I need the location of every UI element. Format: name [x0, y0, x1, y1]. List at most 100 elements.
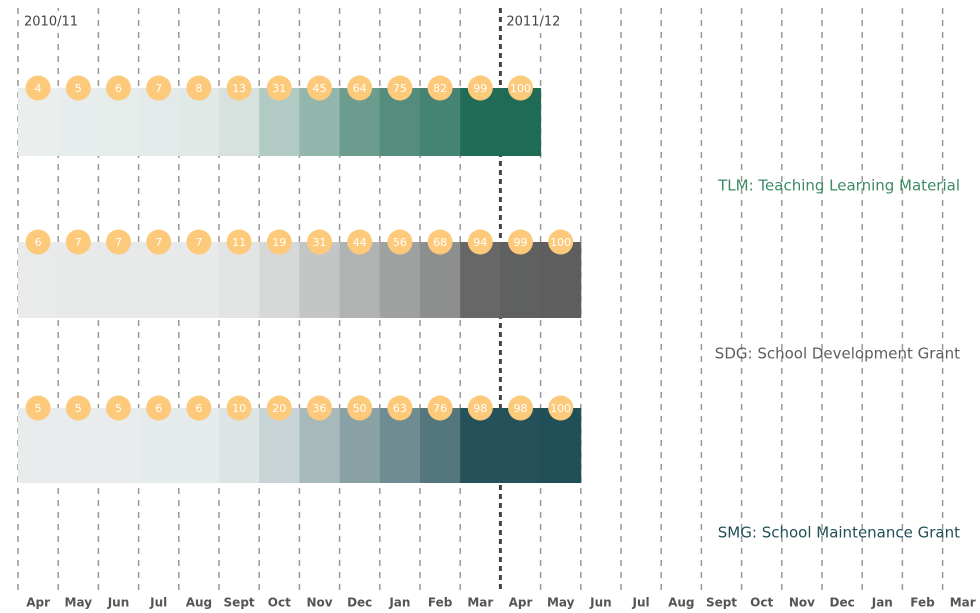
progress-cell [138, 242, 180, 318]
value-marker [146, 395, 172, 421]
value-label: 31 [313, 236, 327, 249]
value-marker [226, 229, 252, 255]
progress-cell [339, 242, 381, 318]
value-label: 98 [473, 402, 487, 415]
value-label: 5 [115, 402, 122, 415]
progress-cell [58, 242, 99, 318]
value-label: 50 [353, 402, 367, 415]
value-label: 4 [35, 82, 42, 95]
value-label: 5 [75, 402, 82, 415]
month-label: Aug [186, 596, 212, 610]
value-marker [25, 395, 51, 421]
value-label: 100 [550, 236, 571, 249]
value-label: 75 [393, 82, 407, 95]
value-label: 10 [232, 402, 246, 415]
progress-cell [98, 242, 140, 318]
value-marker [307, 395, 332, 421]
month-label: May [547, 596, 575, 610]
value-label: 64 [353, 82, 367, 95]
progress-cell [138, 408, 180, 483]
value-label: 20 [272, 402, 286, 415]
value-label: 36 [313, 402, 327, 415]
progress-cell [540, 242, 582, 318]
value-marker [106, 229, 131, 255]
value-marker [467, 395, 493, 421]
value-label: 5 [35, 402, 42, 415]
value-marker [226, 395, 252, 421]
progress-cell [299, 242, 341, 318]
progress-cell [500, 408, 542, 483]
value-marker [387, 229, 413, 255]
value-label: 56 [393, 236, 407, 249]
month-label: Dec [829, 596, 854, 610]
value-marker [548, 395, 574, 421]
value-label: 44 [353, 236, 367, 249]
month-label: Mar [467, 596, 493, 610]
value-label: 19 [272, 236, 286, 249]
month-label: Aug [668, 596, 694, 610]
value-label: 7 [195, 236, 202, 249]
value-marker [226, 75, 252, 101]
month-label: Sept [224, 596, 255, 610]
value-label: 13 [232, 82, 246, 95]
value-marker [266, 229, 292, 255]
value-marker [508, 229, 533, 255]
progress-cell [460, 242, 501, 318]
month-label: Mar [950, 596, 976, 610]
progress-cell [420, 408, 461, 483]
value-marker [266, 75, 292, 101]
month-label: Jun [107, 596, 130, 610]
progress-cell [379, 242, 421, 318]
value-label: 45 [313, 82, 327, 95]
value-label: 68 [433, 236, 447, 249]
value-label: 98 [514, 402, 528, 415]
progress-cell [178, 408, 220, 483]
value-marker [427, 229, 453, 255]
month-label: Jan [388, 596, 410, 610]
annotation-bg [502, 11, 565, 33]
progress-cell [178, 242, 220, 318]
value-label: 6 [155, 402, 162, 415]
progress-cell [339, 408, 381, 483]
value-marker [146, 75, 172, 101]
value-marker [347, 75, 373, 101]
value-label: 99 [473, 82, 487, 95]
month-label: Oct [750, 596, 773, 610]
value-marker [387, 395, 413, 421]
value-label: 94 [473, 236, 487, 249]
progress-cell [540, 408, 582, 483]
value-marker [347, 395, 373, 421]
month-label: Nov [789, 596, 815, 610]
value-marker [65, 395, 91, 421]
value-label: 6 [195, 402, 202, 415]
value-marker [25, 229, 51, 255]
progress-cell [98, 408, 140, 483]
progress-cell [460, 408, 501, 483]
progress-cell [299, 408, 341, 483]
value-label: 6 [35, 236, 42, 249]
progress-cell [379, 408, 421, 483]
value-marker [387, 75, 413, 101]
value-marker [508, 395, 533, 421]
month-label: Feb [428, 596, 453, 610]
value-marker [427, 75, 453, 101]
value-marker [467, 75, 493, 101]
value-marker [347, 229, 373, 255]
month-label: Jul [632, 596, 650, 610]
value-label: 7 [75, 236, 82, 249]
value-label: 63 [393, 402, 407, 415]
value-marker [65, 75, 91, 101]
value-label: 8 [195, 82, 202, 95]
value-marker [25, 75, 51, 101]
month-label: Nov [306, 596, 332, 610]
progress-cell [58, 408, 99, 483]
month-label: Sept [706, 596, 737, 610]
value-label: 7 [155, 82, 162, 95]
value-marker [307, 229, 332, 255]
month-label: Apr [26, 596, 50, 610]
value-label: 7 [155, 236, 162, 249]
month-label: Dec [347, 596, 372, 610]
year-label: 2011/12 [506, 15, 560, 30]
value-marker [186, 229, 212, 255]
